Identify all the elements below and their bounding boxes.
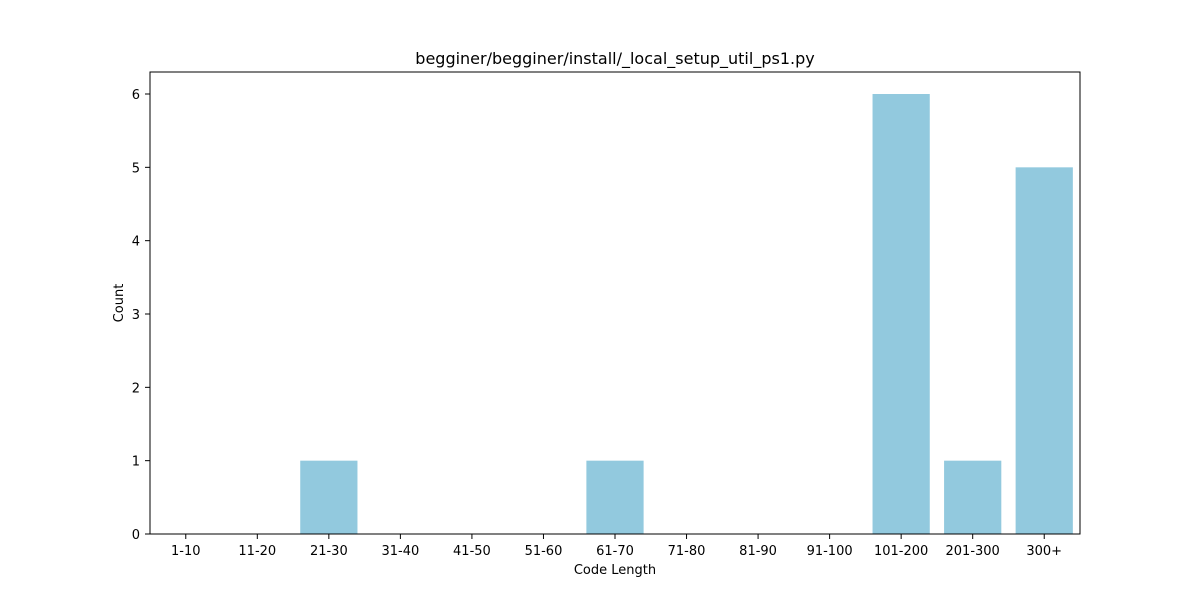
bar-101-200	[872, 94, 930, 534]
x-tick-label: 21-30	[310, 544, 348, 559]
x-tick-label: 81-90	[739, 544, 777, 559]
x-tick-label: 201-300	[946, 544, 1000, 559]
y-tick-label: 6	[132, 88, 140, 103]
plot-frame	[149, 71, 1081, 535]
x-tick-label: 91-100	[807, 544, 853, 559]
bar-21-30	[300, 460, 358, 534]
x-axis-label: Code Length	[574, 563, 656, 578]
x-tick-label: 1-10	[171, 544, 201, 559]
x-tick-label: 31-40	[381, 544, 419, 559]
y-tick-label: 3	[132, 308, 140, 323]
x-tick-label: 11-20	[238, 544, 276, 559]
bar-300+	[1015, 167, 1073, 534]
x-axis-ticks: 1-10 11-20 21-30 31-40 41-50 51-60 61-70 71-80 8…	[171, 534, 1062, 559]
bars-group	[300, 94, 1073, 534]
y-tick-label: 2	[132, 381, 140, 396]
x-tick-label: 41-50	[453, 544, 491, 559]
y-tick-label: 5	[132, 161, 140, 176]
x-tick-label: 101-200	[874, 544, 928, 559]
bar-61-70	[586, 460, 644, 534]
chart-title: begginer/begginer/install/_local_setup_u…	[415, 49, 814, 69]
x-tick-label: 71-80	[668, 544, 706, 559]
y-tick-label: 1	[132, 455, 140, 470]
x-tick-label: 300+	[1026, 544, 1062, 559]
y-axis-ticks: 0 1 2 3 4 5 6	[132, 88, 150, 543]
y-tick-label: 0	[132, 528, 140, 543]
y-tick-label: 4	[132, 235, 140, 250]
x-tick-label: 61-70	[596, 544, 634, 559]
x-tick-label: 51-60	[525, 544, 563, 559]
y-axis-label: Count	[112, 284, 127, 323]
bar-201-300	[944, 460, 1002, 534]
